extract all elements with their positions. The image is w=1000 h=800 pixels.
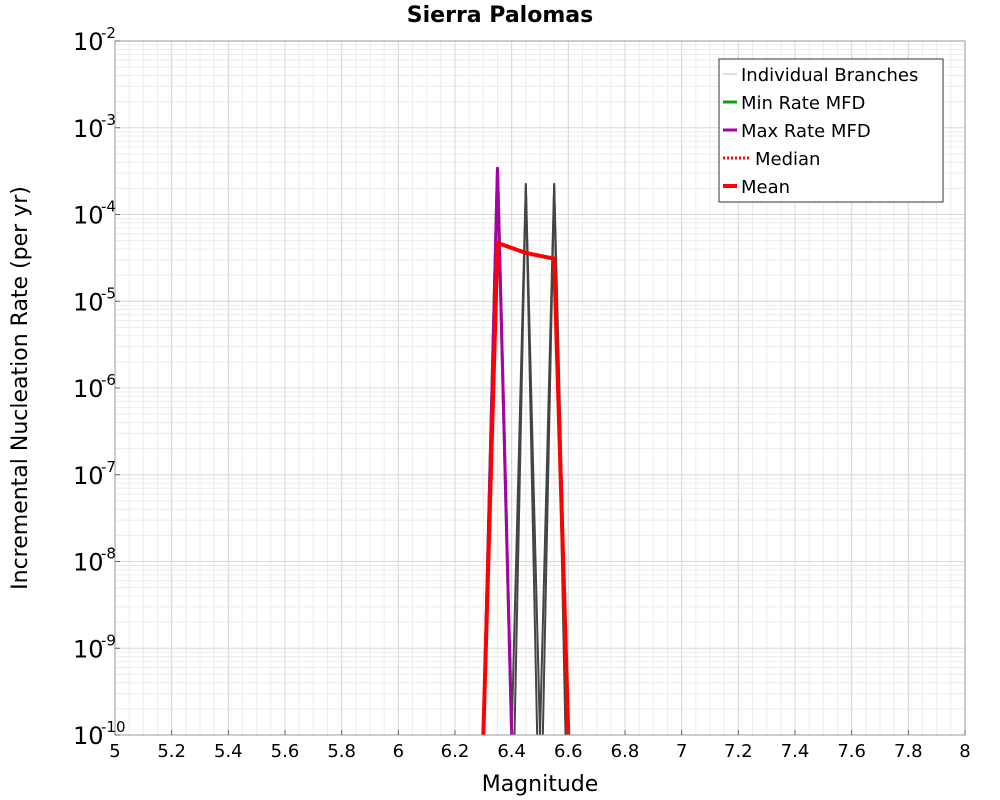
chart-title: Sierra Palomas — [407, 3, 593, 28]
legend: Individual Branches Min Rate MFD Max Rate … — [718, 58, 944, 203]
legend-label: Min Rate MFD — [741, 93, 865, 114]
x-tick-label: 7.2 — [724, 741, 753, 762]
legend-label: Median — [755, 149, 820, 170]
y-axis-label: Incremental Nucleation Rate (per yr) — [8, 186, 33, 590]
y-tick-label-exponent: -6 — [101, 371, 116, 389]
y-tick-label-exponent: -9 — [101, 631, 116, 649]
x-tick-label: 6.4 — [497, 741, 526, 762]
y-tick-label-exponent: -4 — [101, 198, 116, 216]
y-tick-label-exponent: -3 — [101, 111, 116, 129]
y-tick-label-base: 10 — [73, 375, 104, 403]
x-tick-label: 7.4 — [781, 741, 810, 762]
y-tick-label-exponent: -5 — [101, 284, 116, 302]
branch-line — [513, 184, 539, 736]
x-tick-label: 7 — [676, 741, 687, 762]
y-tick-label-base: 10 — [73, 722, 104, 750]
y-tick-label-base: 10 — [73, 115, 104, 143]
y-tick-label-base: 10 — [73, 462, 104, 490]
y-tick-label-exponent: -10 — [101, 718, 126, 736]
y-tick-label-base: 10 — [73, 28, 104, 56]
x-tick-label: 5.6 — [271, 741, 300, 762]
x-tick-label: 6.6 — [554, 741, 583, 762]
legend-label: Mean — [741, 177, 790, 198]
y-tick-label-base: 10 — [73, 202, 104, 230]
x-tick-label: 6.2 — [441, 741, 470, 762]
y-tick-label-base: 10 — [73, 635, 104, 663]
x-tick-label: 7.8 — [894, 741, 923, 762]
mean-line — [481, 240, 571, 736]
y-tick-label-base: 10 — [73, 549, 104, 577]
x-tick-label: 5 — [109, 741, 120, 762]
x-tick-label: 6.8 — [611, 741, 640, 762]
x-tick-label: 5.4 — [214, 741, 243, 762]
x-tick-label: 7.6 — [837, 741, 866, 762]
x-tick-label: 5.8 — [327, 741, 356, 762]
branch-line — [510, 183, 541, 736]
x-tick-label: 6 — [393, 741, 404, 762]
x-tick-label: 8 — [959, 741, 970, 762]
y-tick-label-exponent: -2 — [101, 24, 116, 42]
y-tick-label-exponent: -7 — [101, 458, 116, 476]
x-axis-label: Magnitude — [482, 772, 599, 797]
legend-label: Max Rate MFD — [741, 121, 871, 142]
y-tick-label-base: 10 — [73, 288, 104, 316]
legend-label: Individual Branches — [741, 65, 918, 86]
x-tick-label: 5.2 — [157, 741, 186, 762]
legend-box — [718, 58, 944, 203]
y-tick-label-exponent: -8 — [101, 545, 116, 563]
